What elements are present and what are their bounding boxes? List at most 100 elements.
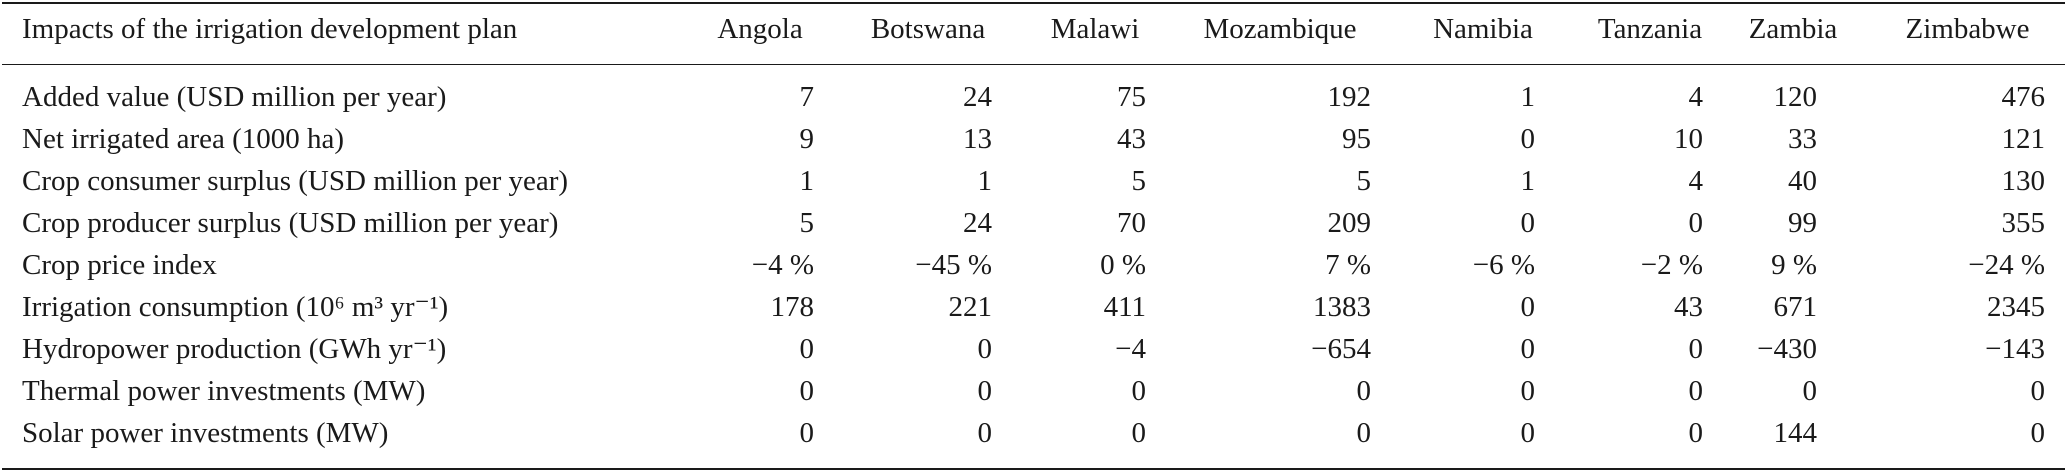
table-row: Crop price index −4 % −45 % 0 % 7 % −6 %… xyxy=(0,245,2067,285)
table-cell: 0 xyxy=(1356,375,1372,407)
table-cell: 5 xyxy=(1131,165,1147,197)
table-cell: 144 xyxy=(1773,417,1818,449)
table-cell: 671 xyxy=(1773,291,1818,323)
table-bottom-rule xyxy=(2,468,2065,470)
table-cell: 2345 xyxy=(1987,291,2045,323)
row-label: Net irrigated area (1000 ha) xyxy=(22,123,345,155)
column-header-malawi: Malawi xyxy=(1050,13,1140,45)
table-cell: 33 xyxy=(1788,123,1817,155)
row-label: Crop consumer surplus (USD million per y… xyxy=(22,165,569,197)
table-cell: 0 xyxy=(1520,123,1536,155)
column-header-angola: Angola xyxy=(717,13,803,45)
table-row: Thermal power investments (MW) 0 0 0 0 0… xyxy=(0,371,2067,411)
table-cell: 4 xyxy=(1688,165,1704,197)
table-cell: 0 xyxy=(1131,417,1147,449)
table-cell: 99 xyxy=(1788,207,1817,239)
table-cell: 7 % xyxy=(1325,249,1371,281)
table-cell: 43 xyxy=(1117,123,1146,155)
table-cell: −24 % xyxy=(1968,249,2045,281)
table-cell: 9 % xyxy=(1771,249,1817,281)
row-label: Added value (USD million per year) xyxy=(22,81,447,113)
table-cell: 0 xyxy=(1520,207,1536,239)
table-cell: 0 xyxy=(1688,375,1704,407)
table-cell: 0 xyxy=(1520,291,1536,323)
table-cell: −430 xyxy=(1757,333,1817,365)
table-cell: 0 xyxy=(1802,375,1818,407)
table-cell: 1 xyxy=(799,165,815,197)
table-cell: 0 xyxy=(2030,375,2046,407)
row-label: Solar power investments (MW) xyxy=(22,417,389,449)
row-label: Crop producer surplus (USD million per y… xyxy=(22,207,559,239)
table-cell: 0 xyxy=(1688,207,1704,239)
table-cell: −4 xyxy=(1115,333,1146,365)
table-cell: −2 % xyxy=(1640,249,1703,281)
table-row: Net irrigated area (1000 ha) 9 13 43 95 … xyxy=(0,119,2067,159)
row-label: Hydropower production (GWh yr⁻¹) xyxy=(22,333,447,365)
table-cell: 355 xyxy=(2001,207,2046,239)
table-cell: 10 xyxy=(1674,123,1703,155)
row-label: Crop price index xyxy=(22,249,217,281)
table-cell: 0 xyxy=(977,417,993,449)
column-header-namibia: Namibia xyxy=(1433,13,1533,45)
table-cell: −6 % xyxy=(1472,249,1535,281)
table-cell: 70 xyxy=(1117,207,1146,239)
table-header-row: Impacts of the irrigation development pl… xyxy=(0,9,2067,49)
row-label: Irrigation consumption (10⁶ m³ yr⁻¹) xyxy=(22,291,449,323)
table-cell: −45 % xyxy=(915,249,992,281)
table-row: Hydropower production (GWh yr⁻¹) 0 0 −4 … xyxy=(0,329,2067,369)
table-cell: 1 xyxy=(1520,165,1536,197)
table-cell: 13 xyxy=(963,123,992,155)
table-cell: 0 xyxy=(1688,333,1704,365)
table-row: Solar power investments (MW) 0 0 0 0 0 0… xyxy=(0,413,2067,453)
table-cell: 0 xyxy=(1520,375,1536,407)
table-cell: 120 xyxy=(1773,81,1818,113)
table-cell: 0 % xyxy=(1100,249,1146,281)
table-cell: 121 xyxy=(2001,123,2046,155)
table-row: Crop producer surplus (USD million per y… xyxy=(0,203,2067,243)
table-cell: 0 xyxy=(977,375,993,407)
table-cell: 95 xyxy=(1342,123,1371,155)
table-row: Added value (USD million per year) 7 24 … xyxy=(0,77,2067,117)
table-cell: 221 xyxy=(948,291,993,323)
table-cell: 0 xyxy=(799,333,815,365)
row-label: Thermal power investments (MW) xyxy=(22,375,426,407)
table-cell: 0 xyxy=(1520,417,1536,449)
table-cell: 40 xyxy=(1788,165,1817,197)
table-top-rule xyxy=(2,2,2065,4)
table-cell: 24 xyxy=(963,81,992,113)
table-cell: 0 xyxy=(1356,417,1372,449)
table-cell: −143 xyxy=(1985,333,2045,365)
table-cell: 4 xyxy=(1688,81,1704,113)
table-cell: 192 xyxy=(1327,81,1372,113)
table-cell: 5 xyxy=(1356,165,1372,197)
column-header-botswana: Botswana xyxy=(870,13,986,45)
table-cell: 9 xyxy=(799,123,815,155)
table-cell: 411 xyxy=(1103,291,1146,323)
column-header-mozambique: Mozambique xyxy=(1203,13,1357,45)
table-cell: 7 xyxy=(799,81,815,113)
column-header-zimbabwe: Zimbabwe xyxy=(1905,13,2030,45)
table-cell: 0 xyxy=(799,417,815,449)
column-header-tanzania: Tanzania xyxy=(1597,13,1703,45)
table-cell: 476 xyxy=(2001,81,2046,113)
table-cell: 1 xyxy=(977,165,993,197)
table-cell: 75 xyxy=(1117,81,1146,113)
table-cell: 0 xyxy=(2030,417,2046,449)
table-cell: 0 xyxy=(1131,375,1147,407)
table-cell: 24 xyxy=(963,207,992,239)
column-header-zambia: Zambia xyxy=(1748,13,1838,45)
table-cell: −4 % xyxy=(751,249,814,281)
table-header-rule xyxy=(2,64,2065,65)
table-cell: 178 xyxy=(770,291,815,323)
table-cell: 5 xyxy=(799,207,815,239)
table-cell: 43 xyxy=(1674,291,1703,323)
table-row: Crop consumer surplus (USD million per y… xyxy=(0,161,2067,201)
table-cell: −654 xyxy=(1311,333,1371,365)
table-cell: 0 xyxy=(1520,333,1536,365)
table-cell: 130 xyxy=(2001,165,2046,197)
table-cell: 0 xyxy=(1688,417,1704,449)
table-cell: 1 xyxy=(1520,81,1536,113)
table-cell: 1383 xyxy=(1313,291,1371,323)
table-row: Irrigation consumption (10⁶ m³ yr⁻¹) 178… xyxy=(0,287,2067,327)
table-cell: 209 xyxy=(1327,207,1372,239)
